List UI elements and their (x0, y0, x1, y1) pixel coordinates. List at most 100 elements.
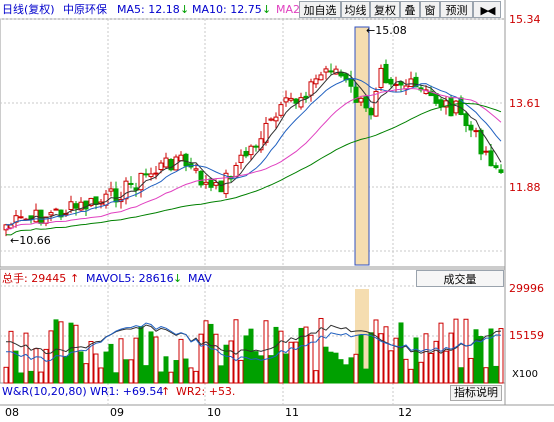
x-label-11: 11 (285, 406, 299, 419)
mavol10-readout: MAV (188, 272, 212, 285)
volume-bar (283, 353, 289, 384)
volume-dropdown[interactable]: 成交量 (416, 270, 504, 287)
ma10-arrow-icon: ↓ (262, 3, 272, 16)
ma10-readout: MA10: 12.75 (192, 3, 262, 16)
candle (443, 100, 449, 108)
volume-bar (373, 319, 379, 384)
candle (353, 86, 359, 103)
volume-bar (138, 326, 144, 384)
ma10-line (5, 77, 502, 226)
candle (243, 150, 249, 157)
candle (143, 173, 149, 176)
price-axis-low: 11.88 (509, 181, 541, 194)
forecast-button[interactable]: 预测 (440, 1, 473, 18)
volume-bar (13, 350, 19, 384)
ma20-line (5, 87, 502, 230)
volume-bar (178, 338, 184, 384)
total-volume-readout: 总手: 29445 (2, 272, 67, 285)
candle (78, 201, 84, 211)
volume-bar (78, 351, 84, 384)
volume-bar (218, 365, 224, 384)
volume-axis-mid: 15159 (509, 329, 544, 342)
volume-bar (268, 355, 274, 384)
indicator-help-button[interactable]: 指标说明 (450, 385, 502, 401)
volume-bar (123, 359, 129, 384)
volume-bar (253, 351, 259, 384)
volume-bar (318, 317, 324, 384)
window-button[interactable]: 窗 (420, 1, 440, 18)
volume-bar (148, 331, 154, 384)
price-axis-mid: 13.61 (509, 97, 541, 110)
wr1-readout: WR1: +69.54 (90, 385, 164, 398)
volume-bar (143, 365, 149, 384)
ma5-arrow-icon: ↓ (180, 3, 190, 16)
volume-bar (408, 368, 414, 384)
volume-bar (403, 358, 409, 384)
candle (173, 156, 179, 171)
volume-bar (188, 367, 194, 384)
volume-bar (348, 357, 354, 384)
period-label: 日线(复权) (2, 3, 55, 16)
volume-bar (353, 353, 359, 384)
volume-bar (238, 359, 244, 384)
volume-bar (68, 322, 74, 384)
candle (378, 67, 384, 88)
x-label-09: 09 (110, 406, 124, 419)
candle (483, 150, 489, 153)
volume-dropdown-label: 成交量 (443, 273, 477, 286)
price-axis-top: 15.34 (509, 13, 541, 26)
high-marker: ←15.08 (366, 24, 407, 37)
volume-axis-unit: X100 (512, 369, 538, 380)
volume-bar (478, 335, 484, 384)
volume-bar (368, 332, 374, 384)
volume-bar (428, 352, 434, 384)
volume-bar (8, 330, 14, 384)
x-label-08: 08 (5, 406, 19, 419)
volume-bar (483, 367, 489, 384)
candle (83, 200, 89, 210)
candle (258, 138, 264, 151)
candle (498, 169, 504, 173)
volume-bar (413, 337, 419, 384)
low-value: 10.66 (19, 234, 51, 247)
adjust-button[interactable]: 复权 (370, 1, 400, 18)
candle (318, 74, 324, 81)
volume-bar (308, 334, 314, 384)
candle (218, 180, 224, 193)
candle (388, 78, 394, 85)
ma-button[interactable]: 均线 (341, 1, 370, 18)
volume-bar (383, 326, 389, 384)
ma5-readout: MA5: 12.18 (117, 3, 180, 16)
highlight-column (354, 26, 370, 266)
overlay-button[interactable]: 叠 (400, 1, 420, 18)
candle (93, 196, 99, 205)
candle (153, 172, 159, 175)
volume-bar (443, 350, 449, 384)
volume-bar (243, 335, 249, 384)
volume-bar (28, 370, 34, 384)
add-watchlist-button[interactable]: 加自选 (299, 1, 341, 18)
candle (453, 100, 459, 114)
nav-arrows-button[interactable]: ▶◀ (473, 1, 501, 18)
x-label-12: 12 (398, 406, 412, 419)
volume-bar (333, 352, 339, 384)
candle (123, 180, 129, 200)
candle (383, 63, 389, 84)
volume-axis-top: 29996 (509, 282, 544, 295)
volume-bar (168, 371, 174, 384)
candle (333, 68, 339, 75)
candle (73, 203, 79, 209)
candle (138, 172, 144, 191)
candle (348, 78, 354, 87)
candle (328, 70, 334, 73)
volume-bar (338, 359, 344, 384)
candle (158, 162, 164, 171)
volume-bar (213, 333, 219, 384)
candle (58, 209, 64, 218)
candle (298, 97, 304, 108)
volume-bar (98, 367, 104, 384)
volume-bar (458, 367, 464, 384)
price-panel-frame (0, 18, 506, 268)
volume-bar (133, 337, 139, 384)
candle (288, 97, 294, 101)
